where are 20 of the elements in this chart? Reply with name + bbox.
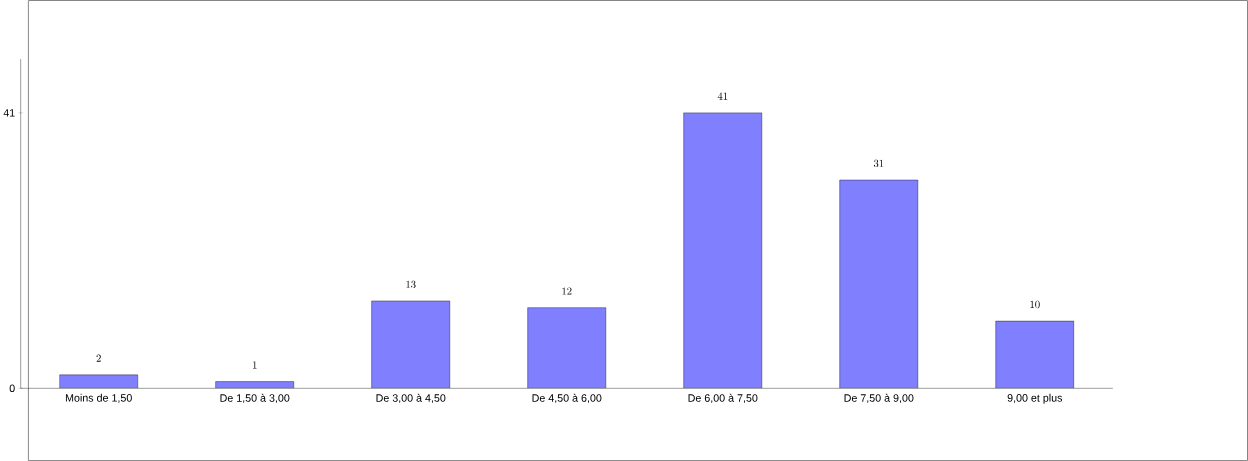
x-tick-label: De 3,00 à 4,50 — [376, 393, 446, 404]
bar — [527, 307, 606, 389]
x-tick-label: De 7,50 à 9,00 — [844, 393, 914, 404]
bar — [683, 112, 762, 389]
y-tick-label: 0 — [9, 384, 15, 393]
data-label: 12 — [562, 287, 572, 295]
x-tick-label: De 6,00 à 7,50 — [688, 393, 758, 404]
data-label: 1 — [253, 361, 257, 369]
x-tick-label: Moins de 1,50 — [65, 393, 132, 403]
data-label: 10 — [1030, 300, 1040, 309]
data-label: 2 — [96, 354, 101, 362]
data-label: 41 — [717, 92, 728, 100]
x-tick-label: 9,00 et plus — [1007, 393, 1063, 404]
bar — [839, 179, 918, 389]
bar — [995, 320, 1075, 389]
data-label: 13 — [406, 280, 416, 288]
bar — [371, 300, 450, 389]
x-tick-label: De 4,50 à 6,00 — [532, 393, 602, 404]
x-tick-label: De 1,50 à 3,00 — [220, 393, 290, 404]
data-label: 31 — [873, 159, 884, 168]
